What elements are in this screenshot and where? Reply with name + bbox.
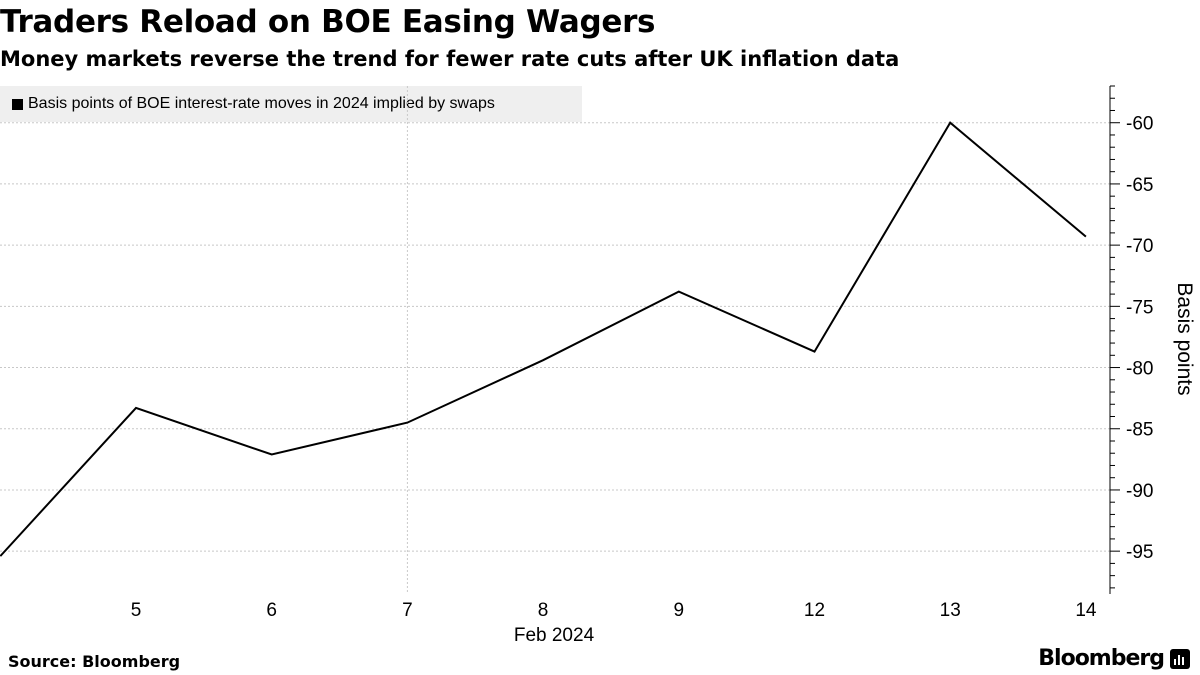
x-tick-label: 7 <box>402 600 413 621</box>
y-tick-label: -65 <box>1126 175 1153 196</box>
bloomberg-logo: Bloomberg <box>1038 646 1190 671</box>
y-tick-label: -85 <box>1126 420 1153 441</box>
y-tick-label: -70 <box>1126 236 1153 257</box>
legend-label: Basis points of BOE interest-rate moves … <box>28 95 495 112</box>
y-tick-label: -75 <box>1126 297 1153 318</box>
terminal-icon <box>1170 648 1190 669</box>
y-axis: -60 -65 -70 -75 -80 -85 -90 -95 <box>1109 85 1153 594</box>
y-tick-label: -95 <box>1126 542 1153 563</box>
source-note: Source: Bloomberg <box>8 652 181 671</box>
x-tick-label: 13 <box>940 600 961 621</box>
chart-title: Traders Reload on BOE Easing Wagers <box>0 4 656 40</box>
y-axis-title: Basis points <box>1173 282 1196 395</box>
y-tick-label: -80 <box>1126 359 1153 380</box>
gridlines <box>0 86 1110 594</box>
x-tick-label: 5 <box>131 600 142 621</box>
x-tick-label: 6 <box>266 600 277 621</box>
legend: Basis points of BOE interest-rate moves … <box>0 86 582 122</box>
x-tick-label: 8 <box>538 600 549 621</box>
x-tick-label: 14 <box>1075 600 1097 621</box>
series <box>0 121 1087 557</box>
legend-swatch <box>12 98 23 110</box>
x-axis: 5 6 7 8 9 12 13 14 <box>131 600 1097 621</box>
y-tick-label: -60 <box>1126 114 1153 135</box>
brand-name: Bloomberg <box>1038 646 1165 671</box>
y-tick-label: -90 <box>1126 481 1153 502</box>
x-tick-label: 12 <box>804 600 825 621</box>
x-period-label: Feb 2024 <box>514 625 595 646</box>
chart-subtitle: Money markets reverse the trend for fewe… <box>0 47 900 71</box>
x-tick-label: 9 <box>674 600 685 621</box>
series-line <box>0 121 1087 557</box>
